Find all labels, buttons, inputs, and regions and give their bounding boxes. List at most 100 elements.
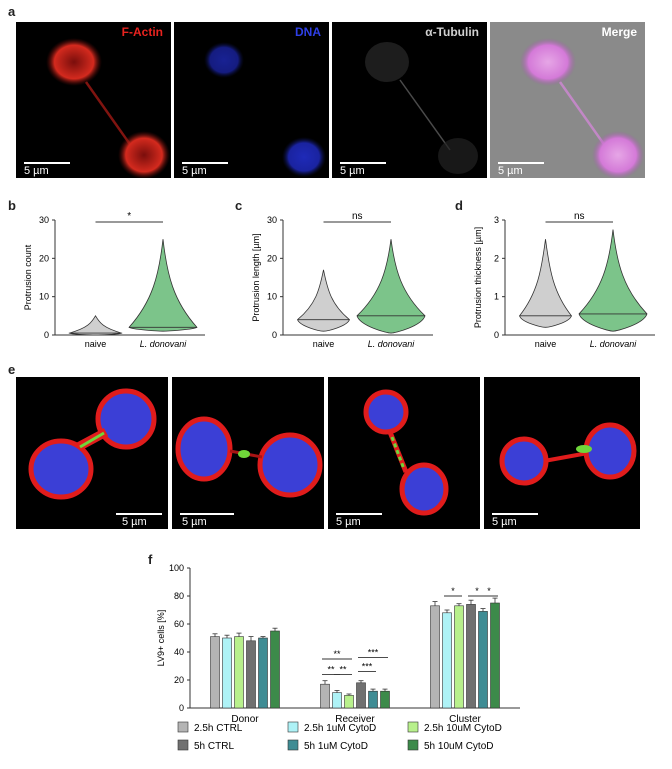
y-tick-label: 10 [39,292,49,302]
scalebar-line [24,162,70,164]
legend-label: 5h CTRL [194,741,234,752]
y-tick-label: 20 [39,253,49,263]
scalebar-line [336,513,382,515]
panel-c-letter: c [235,198,243,213]
bar [234,636,244,709]
significance-label: ns [352,211,363,222]
bar [466,604,476,709]
violin-chart-b: 0 10 20 30 Protrusion count naive L. donovani * [23,211,205,349]
actin-cells-graphic [46,38,170,178]
scalebar-text: 5 µm [182,516,207,528]
y-tick-label: 10 [267,292,277,302]
bar-chart-f: 0 20 40 60 80 100 LV9+ cells [%] Donor Receiver C… [156,563,520,752]
legend-swatch [177,739,189,751]
y-axis-label: Protrusion length [µm] [251,233,261,321]
tubulin-cells-graphic [365,42,478,174]
tubulin-image: α-Tubulin 5 µm [332,22,487,178]
x-tick-label: Receiver [335,714,375,725]
dna-image: DNA 5 µm [174,22,329,178]
y-tick-label: 0 [44,330,49,340]
tubulin-label: α-Tubulin [425,25,479,39]
y-tick-label: 100 [169,563,184,573]
bar [222,637,232,709]
significance-label: ** [333,649,341,659]
significance-label: *** [368,648,379,658]
x-tick-label: naive [535,339,557,349]
confocal-image-3: 5 µm [328,377,480,529]
bar [442,612,452,709]
legend-swatch [177,721,189,733]
panel-b-letter: b [8,198,16,213]
scalebar-text: 5 µm [182,165,207,177]
x-tick-label: naive [313,339,335,349]
violin-shape [519,239,572,328]
x-tick-label: Cluster [449,714,481,725]
confocal-cells-graphic [175,416,323,498]
legend-swatch [287,739,299,751]
bar [210,636,220,709]
scalebar-text: 5 µm [492,516,517,528]
confocal-cells-graphic [499,422,637,486]
x-tick-label: Donor [231,714,259,725]
bar [368,690,378,709]
significance-label: *** [362,662,373,672]
y-tick-label: 30 [267,215,277,225]
legend-label: 2.5h 1uM CytoD [304,723,376,734]
bar [332,692,342,709]
y-tick-label: 40 [174,647,184,657]
scalebar-text: 5 µm [24,165,49,177]
confocal-image-1: 5 µm [16,377,168,529]
x-tick-label: naive [85,339,107,349]
violin-shape [68,315,123,336]
panel-a-letter: a [8,4,16,19]
scalebar-line [340,162,386,164]
significance-label: ** [327,664,335,674]
scalebar-line [116,513,162,515]
significance-label: ns [574,211,585,222]
merge-label: Merge [601,25,637,39]
scalebar-line [182,162,228,164]
scalebar-line [492,513,538,515]
x-tick-label: L. donovani [368,339,416,349]
dna-label: DNA [295,25,321,39]
significance-label: * [451,586,455,596]
y-tick-label: 20 [174,675,184,685]
violin-shape [297,269,350,332]
y-tick-label: 0 [179,703,184,713]
confocal-image-4: 5 µm [484,377,640,529]
y-tick-label: 80 [174,591,184,601]
y-axis-label: LV9+ cells [%] [156,610,166,667]
scalebar-text: 5 µm [122,516,147,528]
confocal-cells-graphic [28,388,157,500]
y-tick-label: 0 [494,330,499,340]
significance-label: * [475,586,479,596]
panel-d-letter: d [455,198,463,213]
x-tick-label: L. donovani [140,339,188,349]
y-tick-label: 1 [494,292,499,302]
y-tick-label: 0 [272,330,277,340]
legend-swatch [407,739,419,751]
bar [246,640,256,709]
x-tick-label: L. donovani [590,339,638,349]
bar [430,605,440,709]
bar [258,637,268,709]
bar [356,682,366,709]
scalebar-text: 5 µm [336,516,361,528]
confocal-image-2: 5 µm [172,377,324,529]
scalebar-line [180,513,234,515]
bar [380,690,390,709]
significance-label: * [487,586,491,596]
bar [320,683,330,709]
y-tick-label: 2 [494,253,499,263]
panel-f-letter: f [148,552,153,567]
merge-cells-graphic [490,22,645,178]
bar [478,611,488,709]
panel-e-letter: e [8,362,16,377]
bar [270,630,280,709]
legend-swatch [407,721,419,733]
y-tick-label: 30 [39,215,49,225]
legend-swatch [287,721,299,733]
confocal-cells-graphic [363,389,449,516]
y-axis-label: Protrusion count [23,244,33,310]
scalebar-text: 5 µm [498,165,523,177]
